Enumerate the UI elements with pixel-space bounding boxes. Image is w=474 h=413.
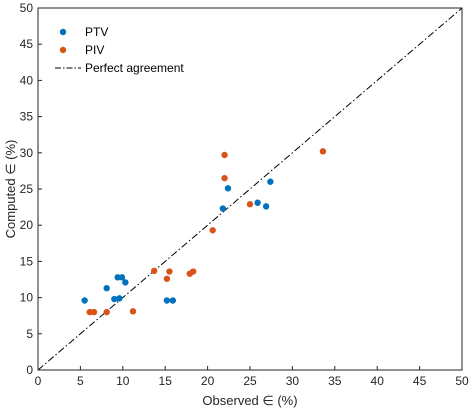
legend-marker-piv bbox=[59, 46, 67, 54]
piv-point bbox=[209, 227, 216, 234]
ptv-point bbox=[116, 295, 123, 302]
y-tick-label: 50 bbox=[20, 1, 34, 15]
y-tick-label: 0 bbox=[26, 363, 33, 377]
y-axis-label: Computed ∈ (%) bbox=[3, 140, 18, 239]
y-tick-label: 35 bbox=[20, 110, 34, 124]
reference-line-layer bbox=[37, 7, 463, 371]
y-tick-label: 20 bbox=[20, 218, 34, 232]
y-tick-label: 45 bbox=[20, 37, 34, 51]
legend-label-perfect-agreement: Perfect agreement bbox=[85, 61, 184, 75]
piv-point bbox=[166, 268, 173, 275]
y-tick-label: 10 bbox=[20, 291, 34, 305]
x-tick-label: 5 bbox=[77, 374, 84, 388]
x-tick-label: 35 bbox=[328, 374, 342, 388]
ptv-point bbox=[254, 199, 261, 206]
data-point-layer bbox=[81, 148, 327, 316]
legend-box bbox=[50, 17, 198, 80]
x-tick-label: 0 bbox=[35, 374, 42, 388]
ptv-point bbox=[163, 297, 171, 304]
x-tick-label: 45 bbox=[413, 374, 427, 388]
ptv-point bbox=[103, 284, 110, 292]
ptv-point bbox=[267, 178, 274, 185]
piv-point bbox=[189, 268, 197, 275]
y-tick-label: 15 bbox=[20, 254, 34, 268]
legend-marker-ptv bbox=[59, 28, 67, 36]
piv-point bbox=[163, 275, 171, 282]
perfect-agreement-line bbox=[37, 7, 463, 371]
x-axis-label: Observed ∈ (%) bbox=[202, 393, 297, 408]
ptv-point bbox=[224, 185, 232, 192]
y-tick-label: 40 bbox=[20, 73, 34, 87]
x-tick-label: 10 bbox=[116, 374, 130, 388]
x-tick-label: 40 bbox=[371, 374, 385, 388]
ptv-point bbox=[81, 297, 88, 304]
piv-point bbox=[150, 267, 158, 275]
x-tick-label: 15 bbox=[159, 374, 173, 388]
piv-point bbox=[319, 148, 327, 155]
y-tick-label: 25 bbox=[20, 182, 34, 196]
x-tick-label: 50 bbox=[455, 374, 469, 388]
x-tick-label: 30 bbox=[286, 374, 300, 388]
x-tick-label: 20 bbox=[201, 374, 215, 388]
ptv-point bbox=[111, 295, 118, 303]
y-tick-label: 30 bbox=[20, 146, 34, 160]
x-tick-label: 25 bbox=[243, 374, 257, 388]
legend: PTV PIV Perfect agreement bbox=[50, 17, 198, 80]
legend-label-piv: PIV bbox=[85, 43, 104, 57]
piv-point bbox=[221, 174, 228, 182]
tick-layer: 0 5 10 15 20 25 30 35 40 45 50 0 5 10 15 20 25 30 35 40 45 50 bbox=[20, 1, 469, 388]
ptv-point bbox=[122, 279, 129, 286]
piv-point bbox=[129, 308, 137, 315]
ptv-point bbox=[219, 205, 227, 212]
ptv-point bbox=[118, 274, 126, 281]
piv-point bbox=[246, 201, 254, 208]
ptv-point bbox=[262, 203, 270, 210]
piv-point bbox=[103, 308, 110, 316]
piv-point bbox=[90, 308, 98, 316]
piv-point bbox=[221, 151, 228, 159]
y-tick-label: 5 bbox=[26, 327, 33, 341]
ptv-point bbox=[169, 297, 177, 304]
legend-label-ptv: PTV bbox=[85, 25, 108, 39]
